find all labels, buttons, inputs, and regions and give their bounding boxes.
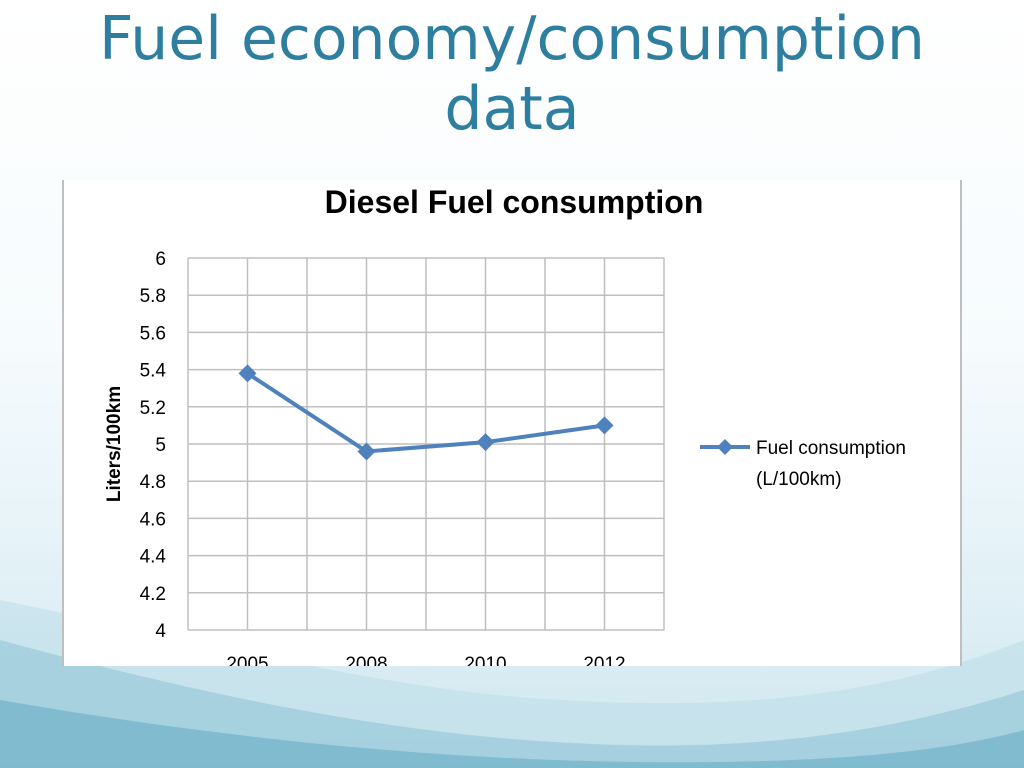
fuel-consumption-chart: Diesel Fuel consumption 4 4.2 4.4 4.6 4.8 5 5.2… (104, 184, 906, 666)
y-tick-label: 4.4 (140, 547, 167, 568)
y-tick-label: 5.6 (140, 323, 166, 344)
legend-marker (717, 439, 733, 455)
x-tick-label: 2012 (583, 654, 625, 666)
data-point-marker (357, 442, 376, 461)
chart-frame: Diesel Fuel consumption 4 4.2 4.4 4.6 4.8 5 5.2… (62, 180, 962, 666)
data-point-marker (476, 433, 495, 452)
slide-title-line-2: data (444, 74, 580, 144)
y-tick-label: 5.4 (140, 361, 167, 382)
y-tick-label: 4.2 (140, 584, 166, 605)
y-tick-label: 4.6 (140, 509, 166, 530)
y-tick-label: 4.8 (140, 472, 166, 493)
data-point-marker (238, 364, 257, 383)
x-tick-label: 2008 (345, 654, 387, 666)
x-tick-label: 2010 (464, 654, 506, 666)
legend-label-line-2: (L/100km) (756, 469, 842, 490)
slide-title-line-1: Fuel economy/consumption (99, 4, 925, 74)
chart-title: Diesel Fuel consumption (325, 184, 704, 220)
y-tick-label: 5 (155, 435, 166, 456)
y-tick-label: 5.2 (140, 398, 166, 419)
y-tick-label: 5.8 (140, 286, 166, 307)
y-tick-label: 6 (155, 249, 166, 270)
slide-title: Fuel economy/consumption data (0, 4, 1024, 144)
legend-label-line-1: Fuel consumption (756, 438, 906, 459)
x-tick-label: 2005 (226, 654, 268, 666)
series-line (246, 371, 605, 454)
y-tick-label: 4 (155, 621, 166, 642)
data-point-marker (595, 416, 614, 435)
y-axis-label: Liters/100km (104, 386, 125, 502)
